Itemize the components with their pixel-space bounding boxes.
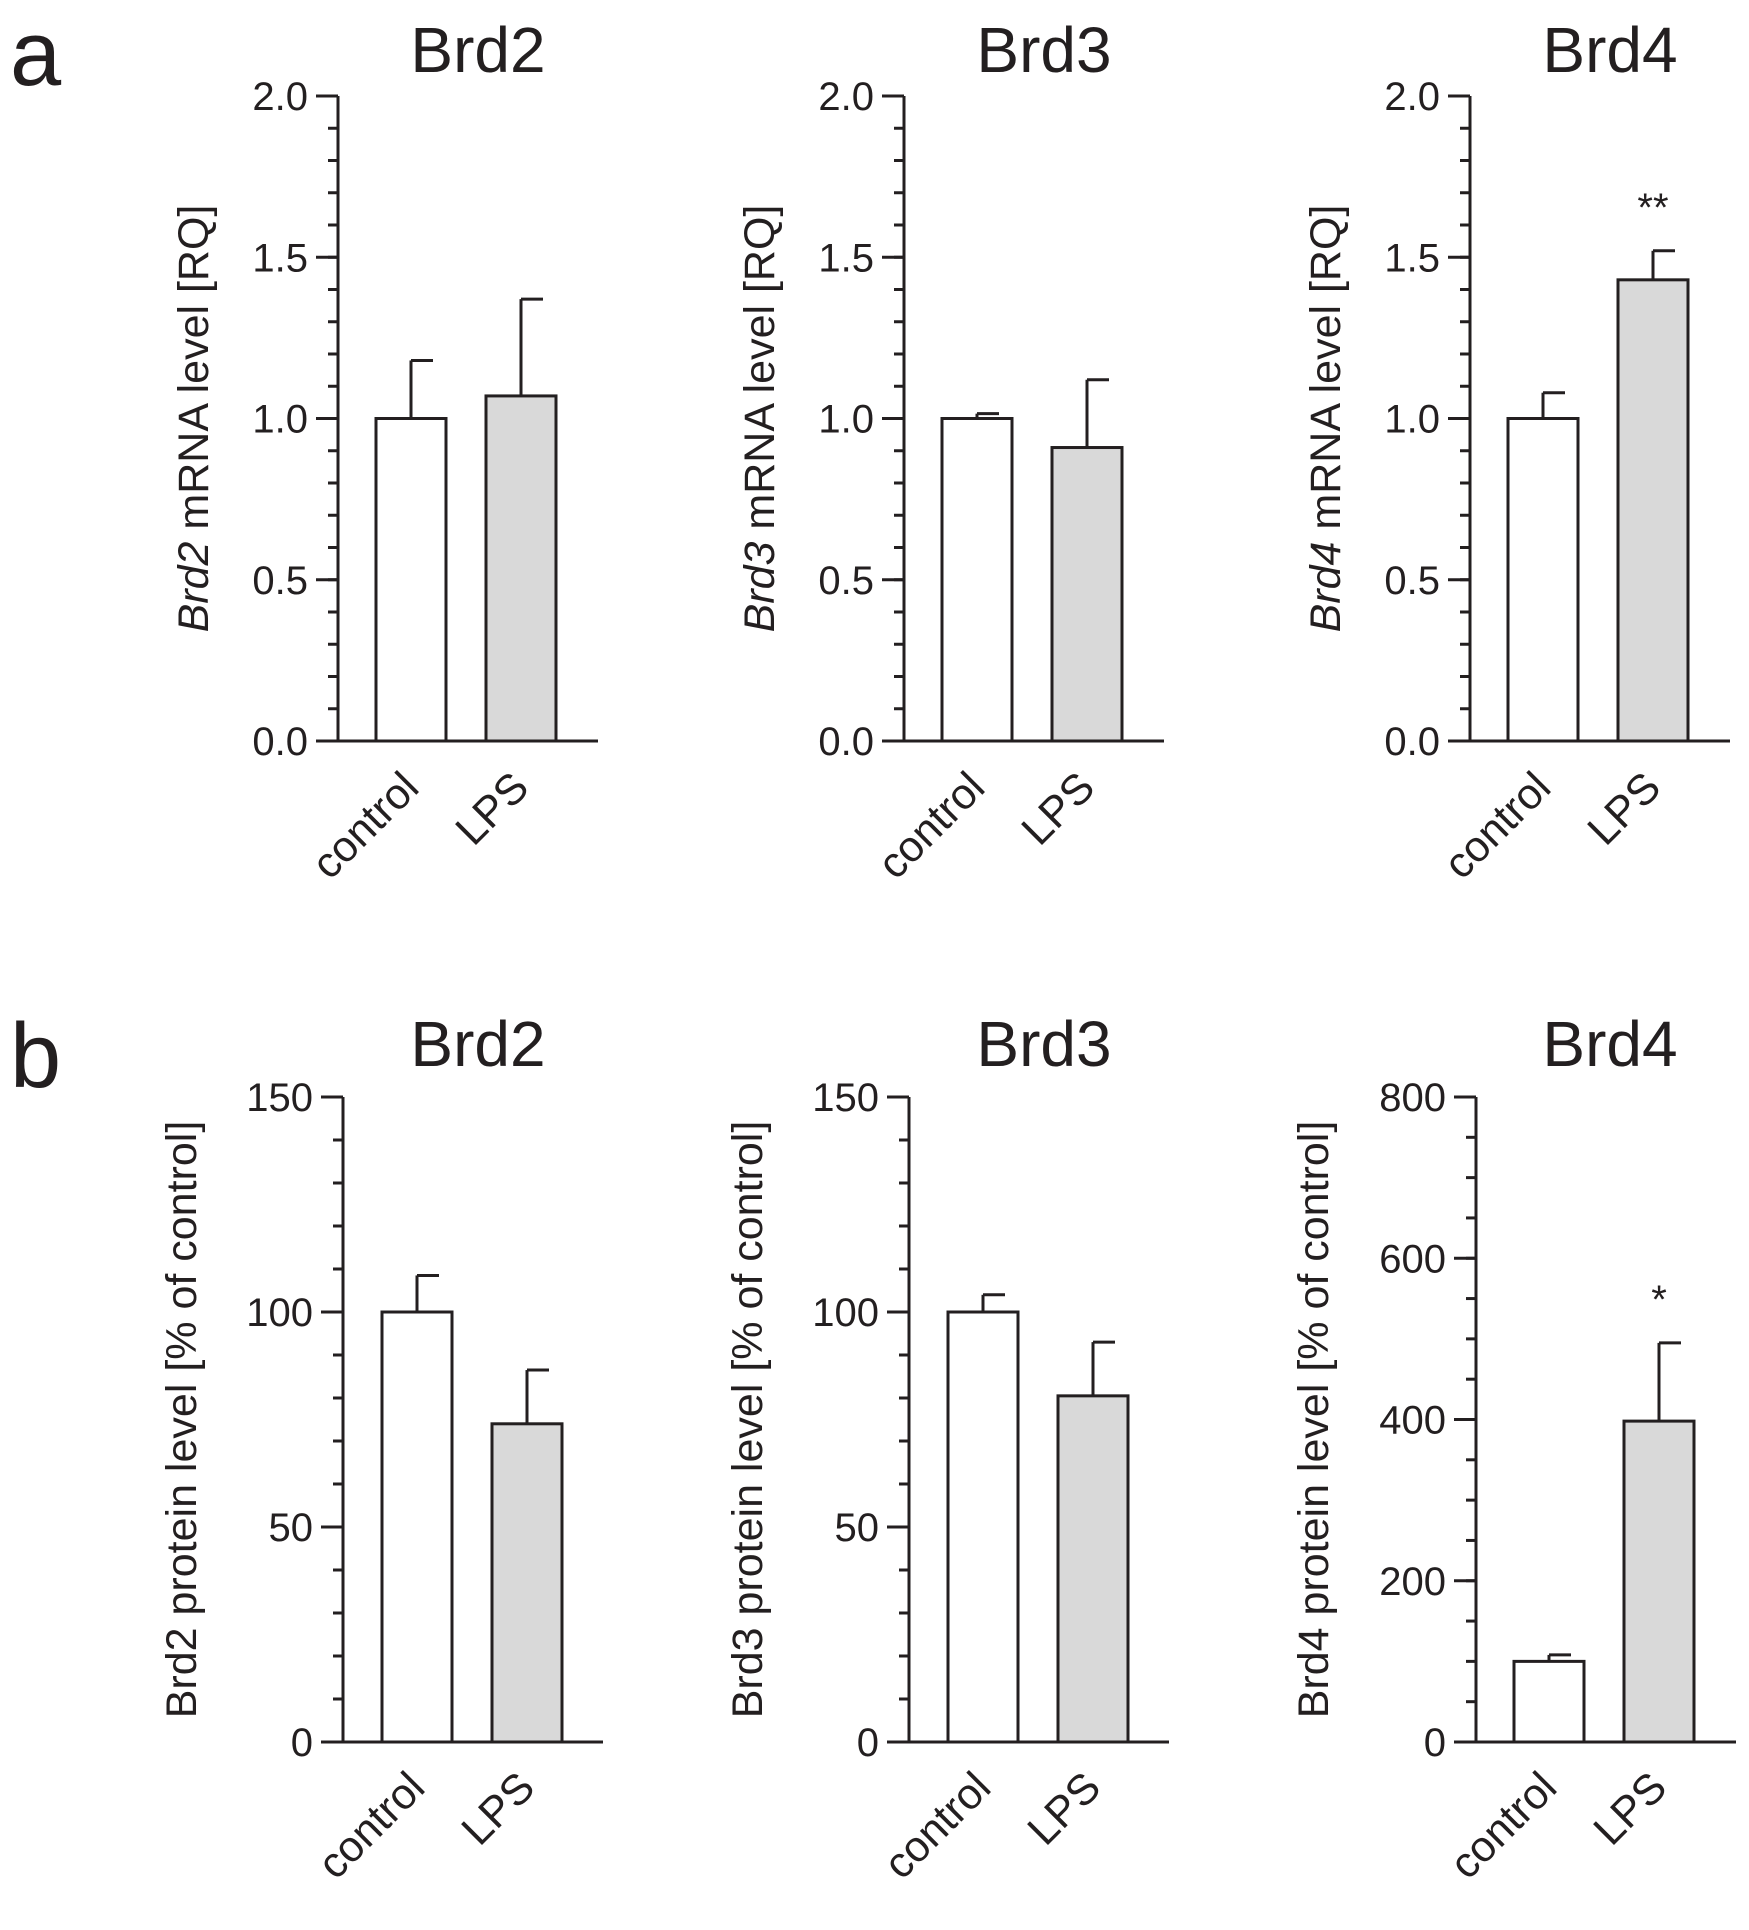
y-axis-label: Brd3 protein level [% of control] xyxy=(724,1121,772,1719)
y-tick-label: 150 xyxy=(246,1076,313,1120)
bar-lps xyxy=(1616,278,1690,743)
y-axis-label-gene: Brd3 xyxy=(736,541,784,632)
y-tick-label: 50 xyxy=(835,1506,880,1550)
chart-title: Brd4 xyxy=(1542,1008,1677,1080)
y-axis-label-text: mRNA level [RQ] xyxy=(736,205,784,542)
y-tick-label: 50 xyxy=(269,1506,314,1550)
y-tick-label: 1.0 xyxy=(252,398,308,442)
chart-title: Brd3 xyxy=(976,14,1111,86)
significance-marker: ** xyxy=(1637,186,1668,230)
y-tick-label: 0 xyxy=(1424,1721,1446,1765)
chart-a-brd2: Brd2 0.0 0.5 1.0 1.5 2.0 Brd2 mRNA level [RQ] c… xyxy=(170,14,598,888)
category-label: LPS xyxy=(1019,1763,1110,1854)
chart-title: Brd2 xyxy=(410,1008,545,1080)
chart-b-brd3: Brd3 0 50 100 150 Brd3 protein level [% of co… xyxy=(724,1008,1169,1888)
bar-lps xyxy=(1050,446,1124,743)
significance-marker: * xyxy=(1651,1278,1667,1322)
y-tick-label: 800 xyxy=(1379,1076,1446,1120)
y-tick-label: 150 xyxy=(812,1076,879,1120)
category-label: LPS xyxy=(453,1763,544,1854)
category-label: control xyxy=(869,763,994,888)
bar-control xyxy=(1506,417,1580,743)
chart-a-brd4: Brd4 0.0 0.5 1.0 1.5 2.0 Brd4 mRNA level [RQ] c… xyxy=(1302,14,1730,888)
y-tick-label: 400 xyxy=(1379,1399,1446,1443)
bar-control xyxy=(940,417,1014,743)
y-tick-label: 600 xyxy=(1379,1237,1446,1281)
bar-control xyxy=(374,417,448,743)
y-tick-label: 1.5 xyxy=(818,236,874,280)
y-tick-label: 0 xyxy=(857,1721,879,1765)
y-tick-label: 0.0 xyxy=(818,720,874,764)
category-label: control xyxy=(875,1763,1000,1888)
panel-label-b: b xyxy=(10,1005,62,1107)
y-axis-label: Brd3 mRNA level [RQ] xyxy=(736,205,784,633)
y-tick-label: 2.0 xyxy=(1384,75,1440,119)
category-label: LPS xyxy=(1579,763,1670,854)
bar-lps xyxy=(1622,1419,1696,1744)
y-tick-label: 1.0 xyxy=(818,398,874,442)
y-axis-label-text: mRNA level [RQ] xyxy=(170,205,218,542)
y-tick-label: 1.5 xyxy=(1384,236,1440,280)
category-label: LPS xyxy=(1585,1763,1676,1854)
category-label: control xyxy=(303,763,428,888)
chart-title: Brd2 xyxy=(410,14,545,86)
y-tick-label: 2.0 xyxy=(818,75,874,119)
y-axis-label: Brd2 mRNA level [RQ] xyxy=(170,205,218,633)
y-tick-label: 0.5 xyxy=(1384,559,1440,603)
y-axis-label-text: mRNA level [RQ] xyxy=(1302,205,1350,542)
y-axis-label: Brd2 protein level [% of control] xyxy=(158,1121,206,1719)
bar-control xyxy=(1512,1659,1586,1744)
chart-title: Brd4 xyxy=(1542,14,1677,86)
chart-b-brd2: Brd2 0 50 100 150 Brd2 protein level [% of co… xyxy=(158,1008,603,1888)
y-tick-label: 100 xyxy=(246,1291,313,1335)
y-axis-label: Brd4 mRNA level [RQ] xyxy=(1302,205,1350,633)
category-label: control xyxy=(309,1763,434,1888)
y-tick-label: 1.0 xyxy=(1384,398,1440,442)
chart-title: Brd3 xyxy=(976,1008,1111,1080)
bar-lps xyxy=(484,394,558,743)
chart-b-brd4: Brd4 0 200 400 600 800 Brd4 protein level [% o… xyxy=(1290,1008,1736,1888)
y-axis-label-gene: Brd2 xyxy=(170,541,218,632)
y-tick-label: 0.0 xyxy=(252,720,308,764)
y-tick-label: 2.0 xyxy=(252,75,308,119)
y-tick-label: 0.5 xyxy=(818,559,874,603)
y-axis-label-gene: Brd4 xyxy=(1302,542,1350,633)
bar-lps xyxy=(490,1422,564,1744)
y-axis-label: Brd4 protein level [% of control] xyxy=(1290,1121,1338,1719)
y-tick-label: 200 xyxy=(1379,1560,1446,1604)
y-tick-label: 0.0 xyxy=(1384,720,1440,764)
category-label: LPS xyxy=(447,763,538,854)
panel-label-a: a xyxy=(10,3,62,105)
bar-control xyxy=(946,1310,1020,1744)
category-label: control xyxy=(1435,763,1560,888)
y-tick-label: 100 xyxy=(812,1291,879,1335)
y-tick-label: 0 xyxy=(291,1721,313,1765)
y-tick-label: 0.5 xyxy=(252,559,308,603)
category-label: LPS xyxy=(1013,763,1104,854)
y-tick-label: 1.5 xyxy=(252,236,308,280)
category-label: control xyxy=(1441,1763,1566,1888)
chart-a-brd3: Brd3 0.0 0.5 1.0 1.5 2.0 Brd3 mRNA level [RQ] c… xyxy=(736,14,1164,888)
bar-lps xyxy=(1056,1394,1130,1744)
bar-control xyxy=(380,1310,454,1744)
